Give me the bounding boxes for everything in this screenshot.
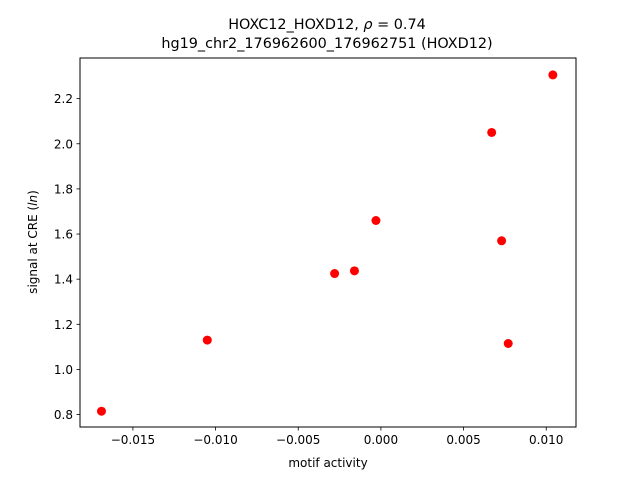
data-point [96, 406, 106, 416]
x-tick-label: 0.005 [446, 433, 480, 447]
data-point [487, 127, 497, 137]
y-axis-label: signal at CRE (ln) [26, 190, 40, 294]
x-tick-label: 0.000 [364, 433, 398, 447]
chart-title-line2: hg19_chr2_176962600_176962751 (HOXD12) [161, 36, 492, 52]
y-tick-label: 1.0 [54, 363, 73, 377]
y-tick-label: 1.2 [54, 318, 73, 332]
x-tick-label: −0.005 [276, 433, 320, 447]
y-tick-label: 2.0 [54, 137, 73, 151]
data-point [548, 70, 558, 80]
chart-title-prefix: HOXC12_HOXD12, [228, 17, 363, 33]
x-axis-ticks: −0.015 −0.010 −0.005 0.000 0.005 0.010 [111, 427, 563, 447]
chart-title-line1: HOXC12_HOXD12, ρ = 0.74 [228, 17, 426, 33]
y-tick-label: 1.8 [54, 182, 73, 196]
y-tick-label: 1.6 [54, 228, 73, 242]
data-points [96, 70, 558, 416]
data-point [371, 215, 381, 225]
y-axis-label-ln: ln [26, 195, 40, 206]
x-tick-label: 0.010 [529, 433, 563, 447]
y-axis-label-prefix: signal at CRE ( [26, 206, 40, 294]
data-point [497, 236, 507, 246]
chart-title-rho: ρ [363, 17, 372, 33]
x-tick-label: −0.010 [193, 433, 237, 447]
chart-title-suffix: = 0.74 [373, 17, 426, 33]
x-tick-label: −0.015 [111, 433, 155, 447]
y-tick-label: 1.4 [54, 273, 73, 287]
data-point [349, 266, 359, 276]
data-point [202, 335, 212, 345]
y-tick-label: 0.8 [54, 408, 73, 422]
data-point [503, 338, 513, 348]
x-axis-label: motif activity [288, 456, 367, 470]
plot-area-frame [79, 57, 577, 428]
y-axis-label-suffix: ) [26, 190, 40, 195]
y-tick-label: 2.2 [54, 92, 73, 106]
y-axis-ticks: 0.8 1.0 1.2 1.4 1.6 1.8 2.0 2.2 [54, 92, 80, 422]
data-point [330, 269, 340, 279]
